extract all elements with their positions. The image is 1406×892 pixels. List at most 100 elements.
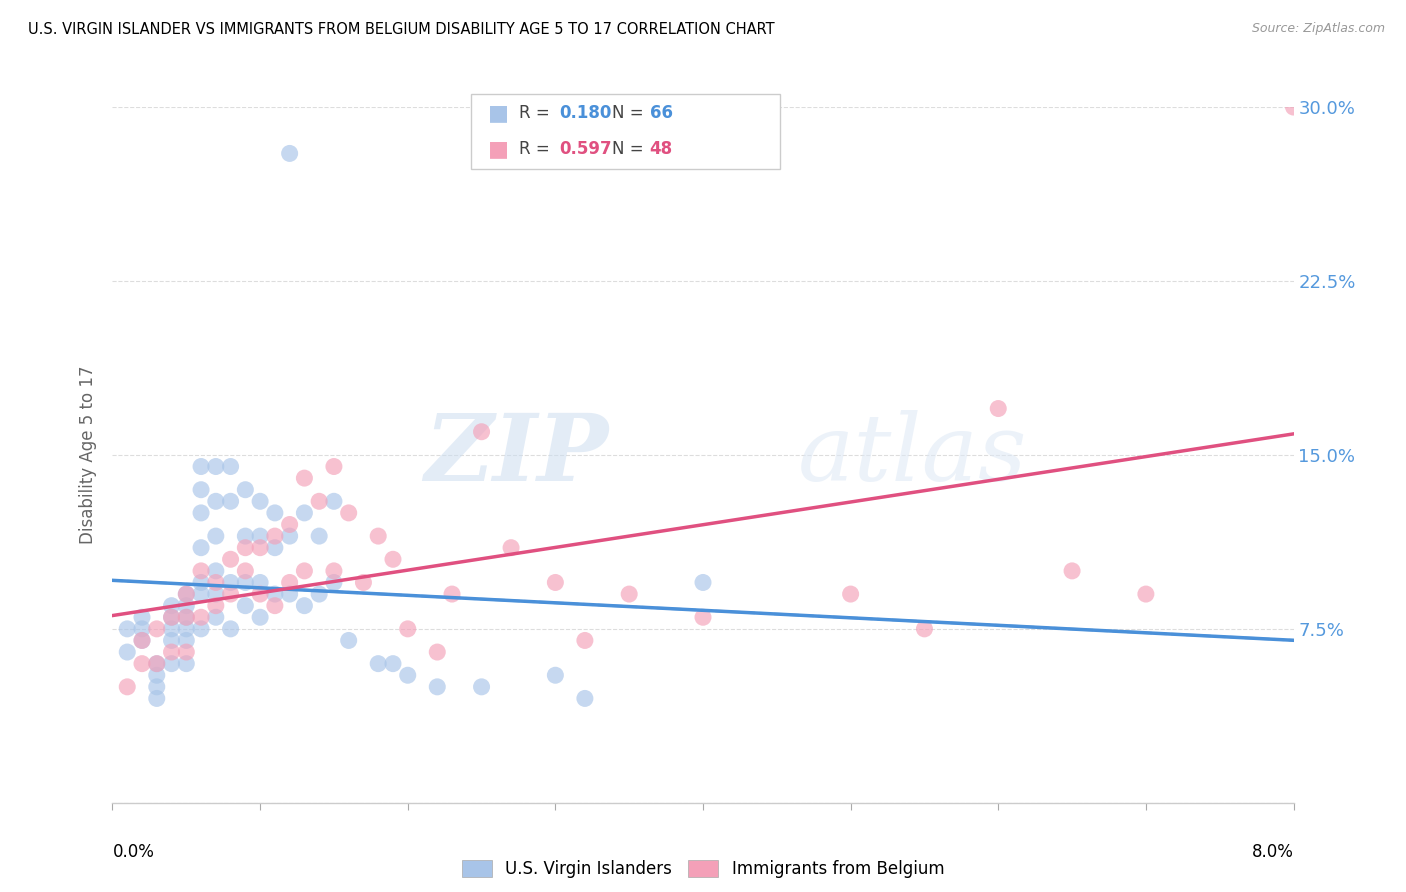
Point (190, 483, 212, 497)
Point (205, 599, 228, 613)
Point (205, 587, 228, 601)
Point (190, 575, 212, 590)
Point (233, 529, 256, 543)
Point (174, 622, 197, 636)
Point (117, 680, 138, 694)
Point (174, 633, 197, 648)
Point (233, 564, 256, 578)
Point (131, 657, 153, 671)
Point (249, 575, 271, 590)
Point (352, 575, 374, 590)
Point (323, 459, 346, 474)
Point (117, 622, 138, 636)
Point (323, 564, 346, 578)
Text: N =: N = (612, 140, 648, 158)
Point (501, 541, 523, 555)
Point (471, 425, 494, 439)
Text: 66: 66 (650, 104, 672, 122)
Text: 0.0%: 0.0% (112, 843, 155, 861)
Point (382, 657, 405, 671)
Text: ■: ■ (488, 139, 509, 159)
Point (160, 610, 183, 624)
Point (131, 633, 153, 648)
Point (396, 622, 419, 636)
Point (308, 529, 330, 543)
Text: 0.597: 0.597 (560, 140, 612, 158)
Point (160, 645, 183, 659)
Text: R =: R = (519, 140, 555, 158)
Point (264, 529, 287, 543)
Point (249, 541, 271, 555)
Point (160, 610, 183, 624)
Point (190, 610, 212, 624)
Point (219, 575, 242, 590)
Legend: U.S. Virgin Islanders, Immigrants from Belgium: U.S. Virgin Islanders, Immigrants from B… (456, 854, 950, 885)
Point (292, 506, 315, 520)
Point (233, 599, 256, 613)
Point (249, 610, 271, 624)
Point (146, 680, 169, 694)
Point (233, 541, 256, 555)
Point (914, 622, 936, 636)
Point (160, 599, 183, 613)
Point (278, 529, 301, 543)
Point (205, 575, 228, 590)
Point (278, 575, 301, 590)
Point (278, 146, 301, 161)
Point (292, 564, 315, 578)
Point (264, 506, 287, 520)
Point (174, 587, 197, 601)
Point (264, 587, 287, 601)
Text: ZIP: ZIP (425, 410, 609, 500)
Point (146, 622, 169, 636)
Point (174, 587, 197, 601)
Text: U.S. VIRGIN ISLANDER VS IMMIGRANTS FROM BELGIUM DISABILITY AGE 5 TO 17 CORRELATI: U.S. VIRGIN ISLANDER VS IMMIGRANTS FROM … (28, 22, 775, 37)
Point (131, 610, 153, 624)
Point (190, 506, 212, 520)
Point (692, 610, 714, 624)
Point (205, 529, 228, 543)
Point (264, 599, 287, 613)
Point (205, 610, 228, 624)
Point (160, 633, 183, 648)
Point (382, 552, 405, 566)
Text: 48: 48 (650, 140, 672, 158)
Point (249, 587, 271, 601)
Point (692, 575, 714, 590)
Point (174, 599, 197, 613)
Point (190, 459, 212, 474)
Point (544, 668, 567, 682)
Point (160, 657, 183, 671)
Point (205, 459, 228, 474)
Text: atlas: atlas (797, 410, 1026, 500)
Point (219, 552, 242, 566)
Point (131, 622, 153, 636)
Point (264, 541, 287, 555)
Point (1135, 587, 1157, 601)
Point (117, 645, 138, 659)
Point (1282, 100, 1305, 114)
Point (292, 471, 315, 485)
Point (190, 622, 212, 636)
Text: N =: N = (612, 104, 648, 122)
Point (426, 680, 449, 694)
Point (544, 575, 567, 590)
Point (174, 610, 197, 624)
Point (146, 668, 169, 682)
Text: 8.0%: 8.0% (1251, 843, 1294, 861)
Point (619, 587, 641, 601)
Point (426, 645, 449, 659)
Point (233, 575, 256, 590)
Point (987, 401, 1010, 416)
Point (471, 680, 494, 694)
Point (278, 517, 301, 532)
Point (839, 587, 862, 601)
Point (308, 494, 330, 508)
Y-axis label: Disability Age 5 to 17: Disability Age 5 to 17 (79, 366, 97, 544)
Point (205, 564, 228, 578)
Point (174, 610, 197, 624)
Point (337, 633, 360, 648)
Point (131, 633, 153, 648)
Point (367, 657, 389, 671)
Point (190, 587, 212, 601)
